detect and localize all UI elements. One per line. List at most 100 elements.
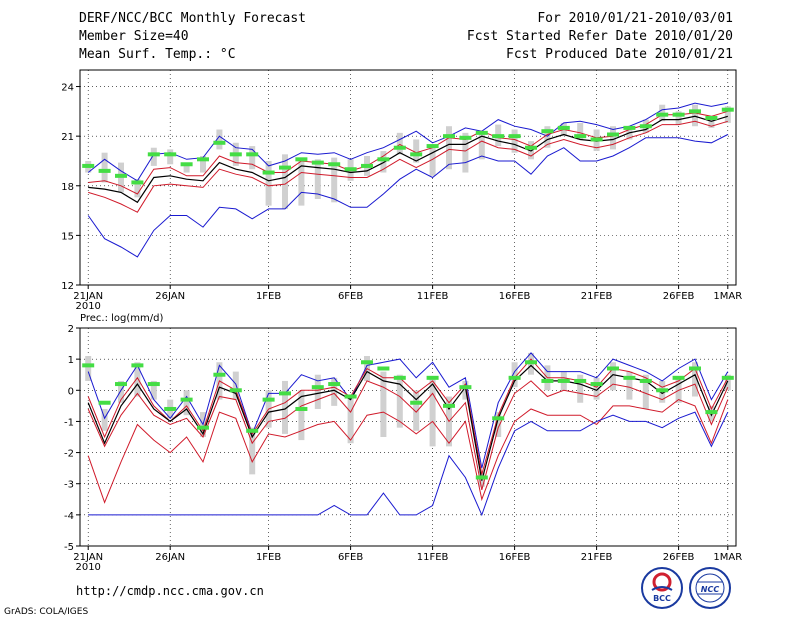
prec-obs-marker xyxy=(508,375,521,380)
temp-spread-bar xyxy=(724,106,731,123)
prec-obs-marker xyxy=(82,363,95,368)
member-size: Member Size=40 xyxy=(79,29,189,44)
prec-spread-bar xyxy=(626,371,633,400)
prec-xtick-label: 1FEB xyxy=(256,552,281,563)
temp-obs-marker xyxy=(557,125,570,130)
temp-obs-marker xyxy=(607,132,619,137)
prec-ytick-label: -4 xyxy=(64,511,74,522)
temp-spread-bar xyxy=(446,126,452,170)
temp-obs-marker xyxy=(262,170,275,175)
prec-obs-marker xyxy=(656,388,669,393)
temp-xtick-label: 11FEB xyxy=(417,291,449,302)
temp-spread-bar xyxy=(577,122,584,140)
prec-xtick-label: 21JAN xyxy=(73,552,103,563)
prec-xtick-label: 26FEB xyxy=(663,552,695,563)
temp-spread-bar xyxy=(298,159,305,206)
prec-spread-bar xyxy=(610,362,616,391)
prec-obs-marker xyxy=(147,382,160,387)
prec-spread-bar xyxy=(101,408,108,431)
prec-spread-bar xyxy=(347,396,354,444)
prec-obs-marker xyxy=(377,366,390,371)
temp-xtick-label: 1MAR xyxy=(713,291,742,302)
temp-series-lower xyxy=(88,120,728,213)
start-date: Fcst Started Refer Date 2010/01/20 xyxy=(466,29,733,44)
temp-obs-marker xyxy=(311,160,324,165)
prec-panel-title: Prec.: log(mm/d) xyxy=(80,313,163,324)
temp-xtick-label: 16FEB xyxy=(499,291,531,302)
prec-obs-marker xyxy=(213,372,226,377)
temp-obs-marker xyxy=(656,112,669,117)
temp-spread-bar xyxy=(528,141,534,160)
temp-obs-marker xyxy=(590,137,603,142)
prec-series-low-band xyxy=(87,399,729,504)
temp-spread-bar xyxy=(692,104,698,127)
temp-spread-bar xyxy=(265,160,272,206)
temp-obs-marker xyxy=(443,134,455,139)
prec-obs-marker xyxy=(98,400,111,405)
prec-obs-marker xyxy=(525,360,537,365)
prec-series-upper xyxy=(87,358,729,475)
temp-series-max xyxy=(87,102,728,182)
temp-spread-bar xyxy=(216,129,223,150)
temp-obs-marker xyxy=(246,152,259,157)
temp-spread-bar xyxy=(101,152,108,183)
temp-obs-marker xyxy=(180,162,193,167)
prec-obs-marker xyxy=(459,385,472,390)
prec-obs-marker xyxy=(229,388,242,393)
prec-spread-bar xyxy=(642,374,649,409)
prec-ytick-label: -2 xyxy=(64,449,74,460)
temp-obs-marker xyxy=(377,157,390,162)
prec-ytick-label: 1 xyxy=(68,355,74,366)
prec-obs-marker xyxy=(393,375,406,380)
prec-spread-bar xyxy=(396,374,403,428)
prec-spread-bar xyxy=(511,362,518,388)
prec-ytick-label: -3 xyxy=(64,480,74,491)
temp-xtick-label: 21FEB xyxy=(581,291,613,302)
variable-label: Mean Surf. Temp.: °C xyxy=(79,47,236,62)
temp-series-upper xyxy=(88,110,728,195)
prec-series-lower xyxy=(87,380,729,491)
prec-obs-marker xyxy=(721,375,734,380)
prec-spread-bar xyxy=(413,390,420,431)
temp-obs-marker xyxy=(426,144,439,149)
temp-plot-frame xyxy=(79,69,737,286)
source-url: http://cmdp.ncc.cma.gov.cn xyxy=(76,584,264,598)
temp-spread-bar xyxy=(511,129,518,153)
grads-credit: GrADS: COLA/IGES xyxy=(4,607,88,617)
prec-spread-bar xyxy=(692,362,698,397)
temp-ytick-label: 18 xyxy=(61,182,74,193)
prec-series-max xyxy=(87,352,729,469)
prec-ytick-label: -5 xyxy=(64,542,74,553)
temp-spread-bar xyxy=(675,111,682,125)
temp-spread-bar xyxy=(610,126,616,150)
prec-obs-marker xyxy=(443,403,455,408)
prec-xtick-label: 1MAR xyxy=(713,552,742,563)
temp-spread-bar xyxy=(429,147,436,176)
prec-obs-marker xyxy=(131,363,144,368)
temp-obs-marker xyxy=(623,125,636,130)
prec-ytick-label: 2 xyxy=(68,324,74,335)
temp-obs-marker xyxy=(279,165,291,170)
prec-spread-bar xyxy=(495,412,502,437)
prec-obs-marker xyxy=(311,385,324,390)
temp-obs-marker xyxy=(344,167,357,172)
temp-xtick-label: 1FEB xyxy=(256,291,281,302)
temp-obs-marker xyxy=(459,135,472,140)
bcc-logo: BCC xyxy=(641,567,683,609)
prec-xtick-label: 26JAN xyxy=(155,552,185,563)
prec-obs-marker xyxy=(541,378,554,383)
prec-obs-marker xyxy=(475,475,488,480)
prec-xtick-label: 21FEB xyxy=(581,552,613,563)
temp-obs-marker xyxy=(197,157,209,162)
temp-obs-marker xyxy=(721,107,734,112)
temp-obs-marker xyxy=(98,168,111,173)
chart-title: DERF/NCC/BCC Monthly Forecast xyxy=(79,11,306,26)
temp-ytick-label: 24 xyxy=(61,83,74,94)
temp-spread-bar xyxy=(708,117,715,128)
temperature-panel: 12 15 18 21 24 21JAN 26JAN 1FEB 6FEB 11FEB 16FEB 21… xyxy=(61,69,742,312)
temp-obs-marker xyxy=(705,115,718,120)
temp-spread-bar xyxy=(167,149,174,165)
temp-ytick-label: 15 xyxy=(61,231,74,242)
temp-obs-marker xyxy=(229,152,242,157)
